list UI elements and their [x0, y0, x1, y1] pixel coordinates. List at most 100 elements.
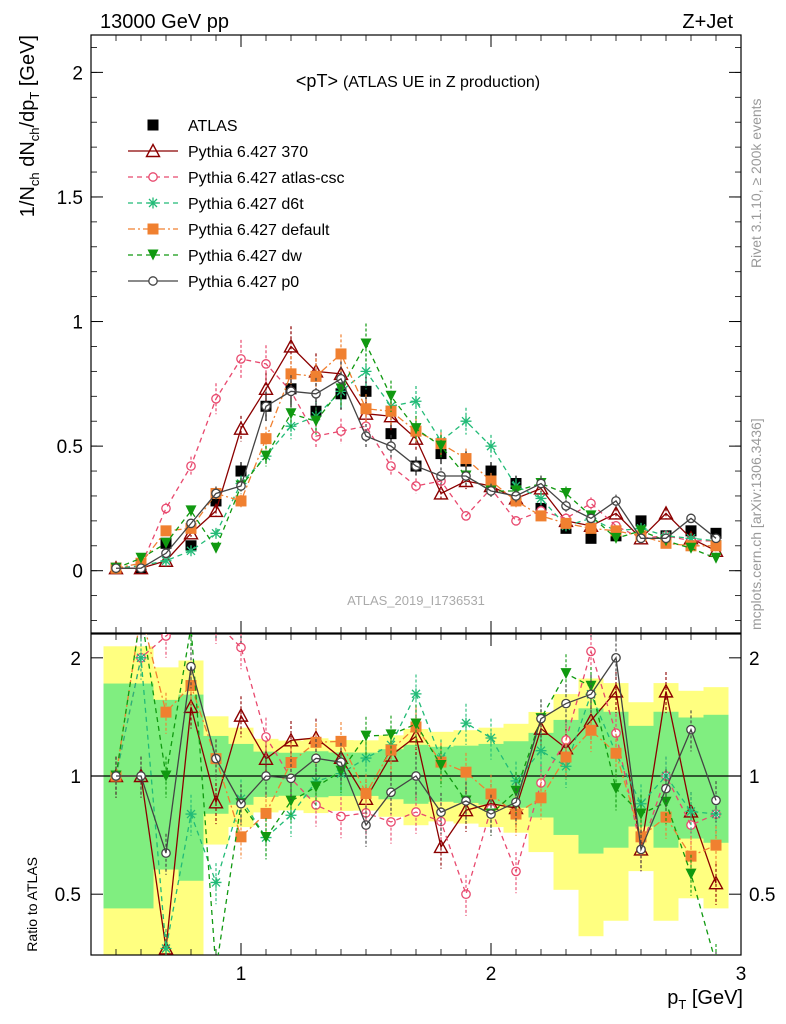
- legend-marker: [147, 197, 159, 209]
- data-point: [310, 415, 322, 427]
- legend: ATLAS Pythia 6.427 370 Pythia 6.427 atlas-…: [128, 118, 345, 291]
- y-axis-label: 1/Nch dNch/dpT [GeV]: [17, 35, 42, 217]
- ratio-tick-label: 2: [749, 649, 760, 670]
- ratio-axis-label: Ratio to ATLAS: [24, 857, 40, 952]
- data-point: [585, 532, 597, 544]
- series-line: [115, 342, 717, 569]
- data-point: [385, 428, 397, 440]
- series-2: [111, 339, 721, 574]
- data-point: [560, 487, 572, 499]
- ratio-point: [385, 729, 397, 741]
- ratio-point: [136, 608, 147, 619]
- x-axis-label: pT [GeV]: [667, 987, 743, 1012]
- ratio-point: [212, 618, 220, 626]
- ratio-point: [585, 724, 597, 736]
- ratio-point: [608, 683, 624, 698]
- ratio-point: [708, 875, 724, 890]
- data-point: [185, 545, 197, 557]
- ratio-point: [285, 757, 297, 769]
- ratio-series: [108, 608, 724, 975]
- ratio-point: [685, 868, 697, 880]
- data-point: [210, 542, 222, 554]
- legend-marker: [147, 249, 159, 261]
- ratio-tick-label: 1: [749, 767, 760, 788]
- ratio-point: [658, 683, 674, 698]
- data-point: [535, 510, 547, 522]
- series-line: [116, 377, 717, 569]
- legend-marker: [147, 119, 159, 131]
- data-point: [260, 450, 272, 462]
- ratio-line: [115, 634, 717, 897]
- legend-marker: [148, 276, 158, 286]
- ratio-point: [208, 794, 224, 809]
- ratio-point: [285, 809, 297, 821]
- ratio-point: [211, 964, 222, 975]
- chart-title: <pT> (ATLAS UE in Z production): [296, 71, 540, 91]
- ratio-tick-label: 2: [70, 649, 81, 670]
- ratio-series-6: [111, 638, 721, 875]
- ratio-point: [685, 805, 697, 817]
- series-line: [115, 352, 716, 569]
- ratio-tick-label: 0.5: [749, 885, 775, 906]
- ratio-point: [385, 744, 397, 756]
- data-point: [285, 368, 297, 380]
- ratio-point: [635, 798, 647, 810]
- legend-marker: [148, 172, 158, 182]
- y-tick-label: 0.5: [57, 437, 83, 458]
- ratio-point: [410, 718, 422, 730]
- data-point: [208, 502, 224, 518]
- data-point: [710, 540, 722, 552]
- chart-title-sub: (ATLAS UE in Z production): [343, 74, 540, 91]
- x-tick-label: 1: [236, 964, 247, 985]
- ratio-tick-label: 1: [70, 767, 81, 788]
- data-point: [710, 527, 722, 539]
- data-point: [410, 395, 422, 407]
- series-line: [115, 370, 717, 569]
- ratio-point: [560, 760, 572, 772]
- ratio-point: [336, 811, 346, 822]
- legend-label: Pythia 6.427 default: [188, 222, 330, 239]
- ratio-point: [160, 942, 172, 954]
- data-point: [210, 495, 222, 507]
- data-point: [135, 552, 147, 564]
- ratio-point: [460, 766, 472, 778]
- y-tick-label: 2: [72, 63, 83, 84]
- series-line: [115, 358, 716, 569]
- data-point: [458, 473, 474, 488]
- legend-label: Pythia 6.427 d6t: [188, 196, 304, 213]
- data-point: [235, 465, 247, 477]
- data-point: [233, 420, 249, 435]
- ratio-point: [161, 634, 171, 641]
- series-6: [111, 361, 721, 574]
- main-series: [108, 323, 724, 575]
- legend-label: ATLAS: [188, 118, 238, 135]
- ratio-point: [235, 831, 247, 843]
- header-right: Z+Jet: [682, 11, 733, 33]
- ratio-point: [485, 732, 497, 744]
- axes: 0 0.5 1 1.5 2 1 2 3 0.5 0.5 1 1 2 2: [55, 35, 775, 985]
- data-point: [336, 426, 346, 437]
- stat-band: [103, 683, 129, 909]
- ratio-point: [535, 745, 547, 757]
- data-point: [485, 475, 497, 487]
- data-point: [535, 492, 547, 504]
- ratio-line: [116, 656, 717, 854]
- data-point: [310, 370, 322, 382]
- x-tick-label: 3: [736, 964, 747, 985]
- chart-title-main: <pT>: [296, 71, 338, 91]
- side-label-rivet: Rivet 3.1.10, ≥ 200k events: [748, 98, 764, 268]
- data-point: [160, 555, 172, 567]
- x-tick-label: 2: [486, 964, 497, 985]
- ratio-point: [360, 787, 372, 799]
- data-point: [608, 505, 624, 520]
- ratio-series-5: [110, 634, 717, 975]
- ratio-tick-label: 0.5: [55, 885, 81, 906]
- series-1: [108, 326, 724, 575]
- data-point: [161, 503, 171, 514]
- data-point: [360, 385, 372, 397]
- ratio-point: [160, 770, 172, 782]
- data-point: [408, 430, 424, 445]
- data-point: [485, 465, 497, 477]
- data-point: [635, 515, 647, 527]
